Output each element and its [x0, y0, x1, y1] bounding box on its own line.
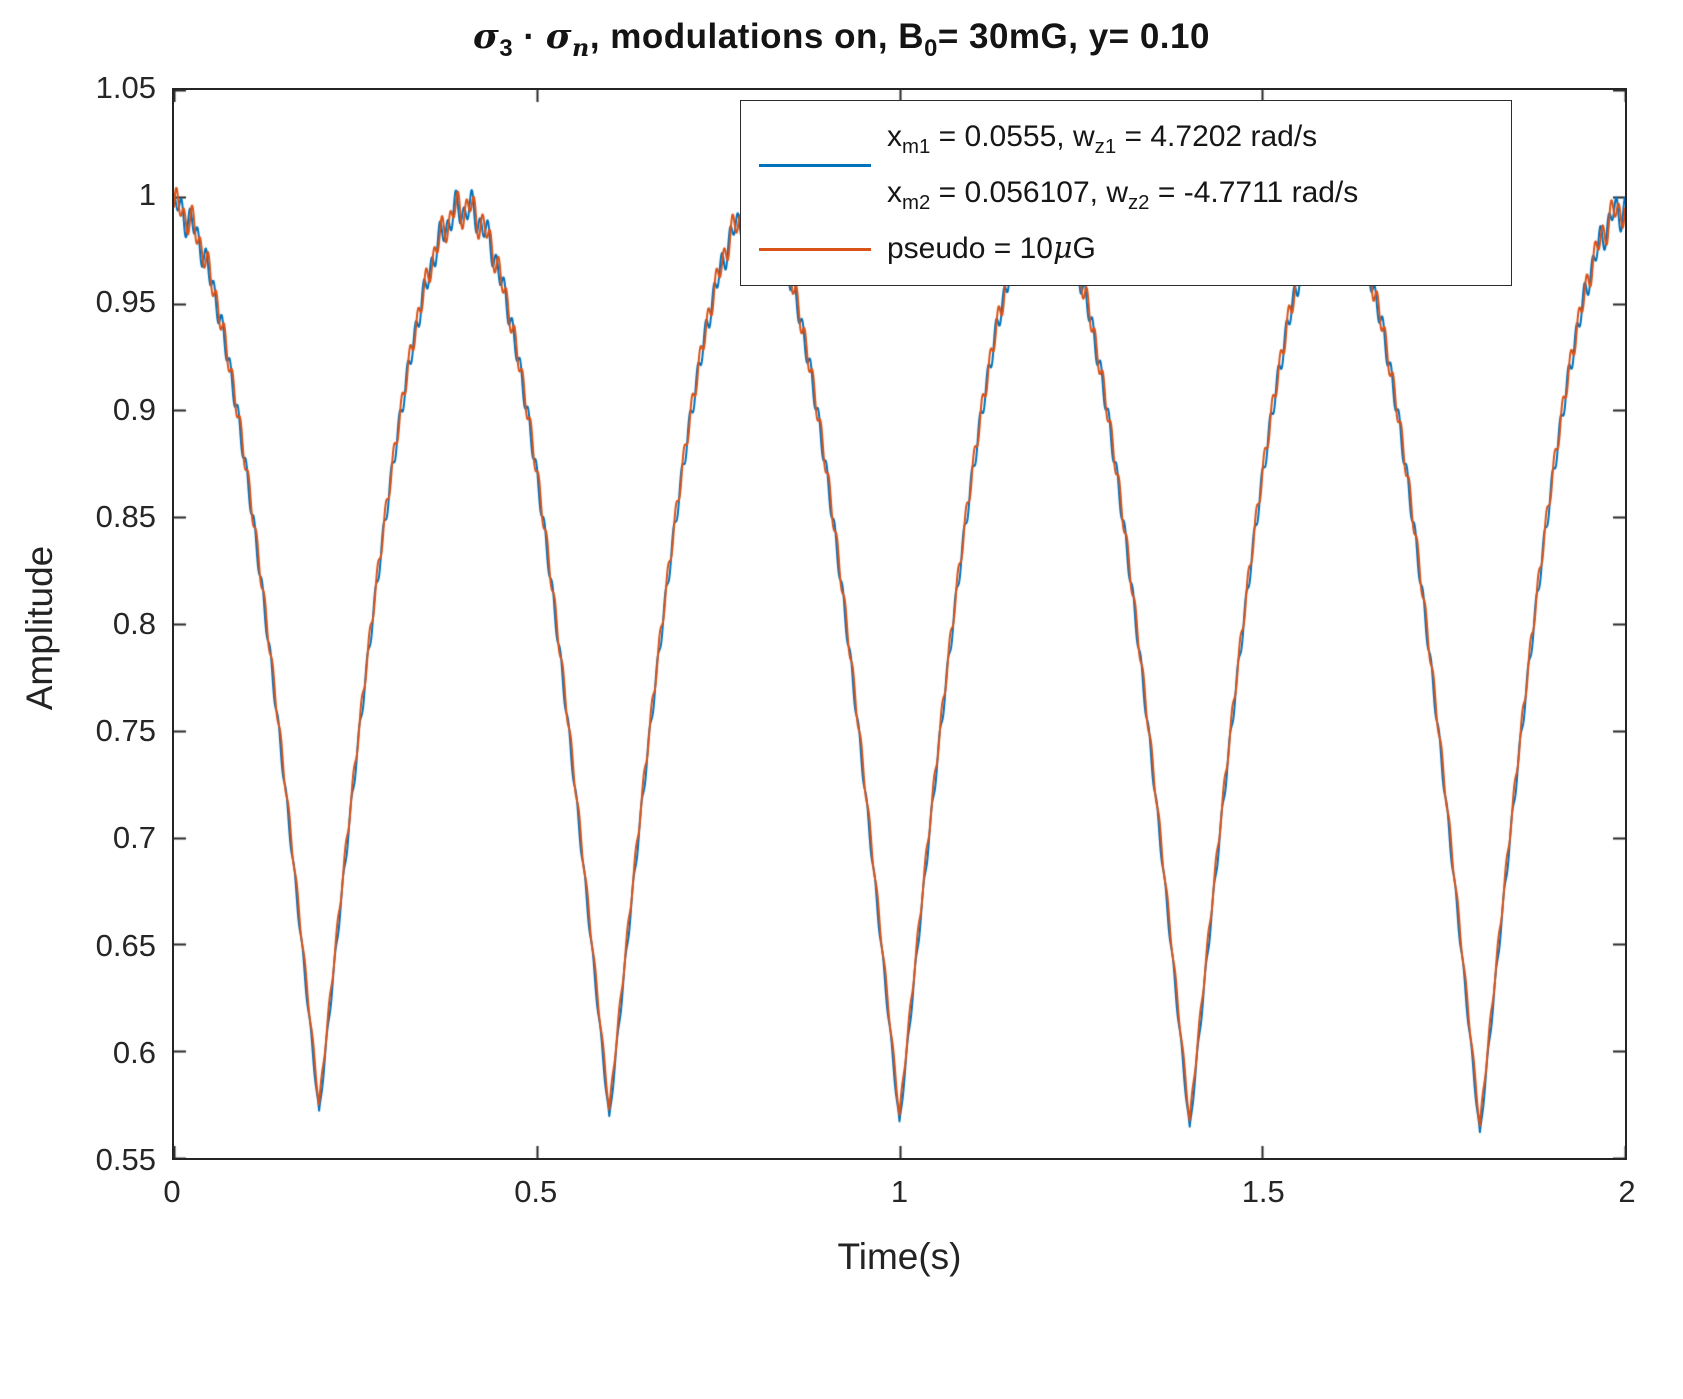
y-tick-label: 0.95 — [95, 284, 156, 320]
y-tick-label: 0.7 — [112, 820, 156, 856]
text-segment: 0 — [924, 35, 938, 62]
text-segment: = 0.0555, w — [930, 120, 1095, 153]
x-tick-label: 0 — [163, 1174, 181, 1209]
text-segment: = -4.7711 rad/s — [1149, 176, 1359, 209]
text-segment: m1 — [902, 136, 931, 158]
text-segment: z2 — [1127, 192, 1150, 214]
y-tick-label: 0.55 — [95, 1142, 156, 1177]
text-segment: = 4.7202 rad/s — [1116, 120, 1318, 153]
text-segment: x — [887, 120, 902, 153]
text-segment: pseudo = 10 — [887, 232, 1053, 265]
legend-line-icon — [759, 163, 871, 167]
legend-label: xm1 = 0.0555, wz1 = 4.7202 rad/s xm2 = 0.… — [887, 109, 1358, 221]
x-tick-label: 1.5 — [1241, 1174, 1285, 1209]
y-tick-label: 0.9 — [112, 391, 156, 427]
text-segment: 3 — [499, 35, 514, 62]
text-segment: z1 — [1094, 136, 1117, 158]
text-segment: G — [1072, 232, 1096, 265]
text-segment: = 30mG, y= 0.10 — [937, 17, 1210, 56]
y-tick-label: 0.6 — [112, 1034, 156, 1070]
legend-line-sample — [751, 163, 879, 167]
text-segment: = 0.056107, w — [930, 176, 1128, 209]
text-segment: σ — [473, 16, 500, 57]
y-tick-label: 0.75 — [95, 713, 156, 749]
x-axis-label: Time(s) — [837, 1236, 962, 1277]
text-segment: , modulations on, B — [589, 17, 925, 56]
x-tick-label: 2 — [1618, 1174, 1636, 1209]
y-tick-label: 0.65 — [95, 927, 156, 963]
chart-title: σ3 · σn, modulations on, B0= 30mG, y= 0.… — [0, 16, 1683, 60]
text-segment: μ — [1052, 231, 1073, 266]
y-tick-label: 1.05 — [95, 70, 156, 105]
y-tick-label: 0.8 — [112, 606, 156, 641]
legend-entry: pseudo = 10μG — [751, 221, 1501, 277]
legend-entry: xm1 = 0.0555, wz1 = 4.7202 rad/s xm2 = 0.… — [751, 109, 1501, 221]
text-segment: m2 — [902, 192, 931, 214]
legend-box: xm1 = 0.0555, wz1 = 4.7202 rad/s xm2 = 0.… — [740, 100, 1512, 286]
legend-line-sample — [751, 247, 879, 251]
x-tick-label: 1 — [890, 1174, 909, 1209]
text-segment: · — [513, 17, 546, 56]
text-segment: x — [887, 176, 902, 209]
text-segment: σ — [545, 16, 573, 57]
y-tick-label: 0.85 — [95, 498, 156, 534]
x-tick-label: 0.5 — [514, 1174, 558, 1209]
y-tick-label: 1 — [138, 177, 156, 213]
legend-label: pseudo = 10μG — [887, 221, 1096, 277]
legend-line-icon — [759, 247, 871, 251]
text-segment: n — [572, 34, 590, 62]
